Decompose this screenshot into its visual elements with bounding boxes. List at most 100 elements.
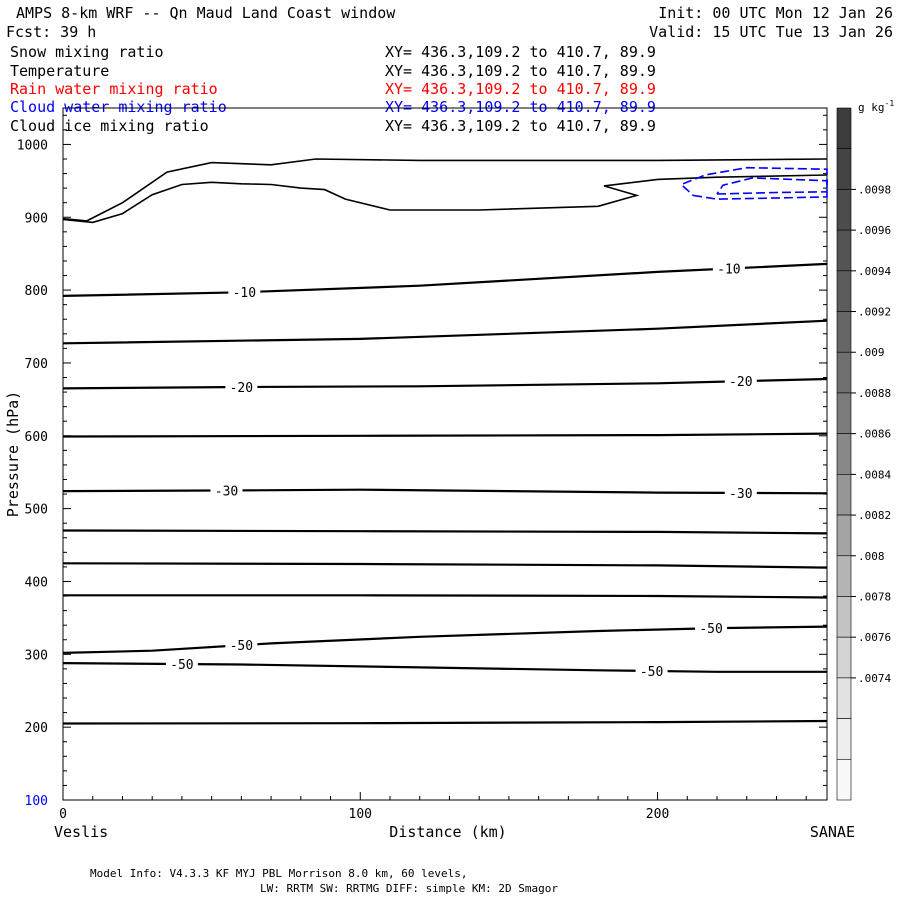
- temperature-contour-9: [62, 377, 828, 390]
- colorbar-swatch: [836, 351, 852, 394]
- x-axis-label: Distance (km): [389, 823, 506, 841]
- cloud-water-contour-1: [679, 166, 828, 200]
- contour-label-bg: [225, 637, 258, 653]
- colorbar-swatch: [836, 474, 852, 516]
- contour-label-bg: [165, 656, 198, 672]
- field-xy-5: XY= 436.3,109.2 to 410.7, 89.9: [385, 117, 656, 135]
- contour-label-bg: [724, 373, 757, 389]
- contour-label-bg: [225, 378, 258, 394]
- colorbar-label: .0084: [858, 468, 891, 481]
- colorbar-swatch: [836, 433, 852, 475]
- contour-label: -30: [215, 484, 238, 499]
- colorbar-swatch: [836, 555, 852, 597]
- snow-contour-1: [62, 174, 828, 224]
- field-name-4: Cloud water mixing ratio: [10, 98, 227, 116]
- colorbar-label: .0094: [858, 265, 891, 278]
- left-endpoint-label: Veslis: [54, 823, 108, 841]
- colorbar-label: .0078: [858, 590, 891, 603]
- header-init: Init: 00 UTC Mon 12 Jan 26: [658, 4, 893, 22]
- colorbar-swatch: [836, 189, 852, 231]
- contour-label: -50: [699, 622, 722, 637]
- field-name-5: Cloud ice mixing ratio: [10, 117, 209, 135]
- contour-label: -10: [233, 286, 256, 301]
- temperature-contour-4: [63, 594, 828, 599]
- colorbar-label: .0096: [858, 224, 891, 237]
- contour-label: -50: [170, 658, 193, 673]
- right-endpoint-label: SANAE: [810, 823, 855, 841]
- temperature-contour-11: [62, 262, 828, 297]
- snow-contour-2: [62, 158, 828, 222]
- contour-label: -10: [717, 263, 740, 278]
- field-xy-2: XY= 436.3,109.2 to 410.7, 89.9: [385, 62, 656, 80]
- contour-label-bg: [210, 482, 243, 498]
- colorbar-swatch: [836, 148, 852, 190]
- colorbar-swatch: [836, 514, 852, 557]
- cloud-water-contours: [679, 166, 828, 200]
- header-valid: Valid: 15 UTC Tue 13 Jan 26: [649, 23, 893, 41]
- contour-label-bg: [724, 484, 757, 500]
- temperature-contour-5: [62, 562, 828, 569]
- colorbar-label: .0082: [858, 509, 891, 522]
- y-tick-label: 500: [25, 503, 48, 518]
- contour-label: -50: [230, 639, 253, 654]
- temperature-contour-2: [62, 662, 827, 673]
- temperature-contour-1: [62, 719, 828, 725]
- x-tick-label: 0: [59, 807, 67, 822]
- colorbar-swatch: [836, 596, 852, 638]
- field-name-2: Temperature: [10, 62, 109, 80]
- colorbar-swatch: [836, 758, 852, 801]
- y-tick-label: 600: [25, 430, 48, 445]
- x-tick-label: 200: [646, 807, 669, 822]
- temperature-contour-8: [62, 432, 828, 438]
- colorbar-label: .0088: [858, 387, 891, 400]
- temperature-contour-7: [62, 488, 828, 495]
- footer-physics-info: LW: RRTM SW: RRTMG DIFF: simple KM: 2D S…: [260, 882, 558, 895]
- plot-area: [62, 107, 828, 801]
- colorbar: .0098 .0096 .0094 .0092 .009 .0088 .0086 .0084.…: [836, 107, 891, 801]
- header-fcst: Fcst: 39 h: [6, 23, 96, 41]
- colorbar-swatch: [836, 229, 852, 272]
- cloud-water-contour-2: [716, 177, 828, 195]
- contour-label: -20: [230, 381, 253, 396]
- colorbar-label: .0076: [858, 631, 891, 644]
- field-xy-3: XY= 436.3,109.2 to 410.7, 89.9: [385, 80, 656, 98]
- colorbar-label: .009: [858, 346, 885, 359]
- colorbar-unit-exponent: -1: [885, 99, 895, 108]
- contour-label-bg: [228, 284, 261, 300]
- colorbar-label: .0098: [858, 183, 891, 196]
- y-tick-label-top: 100: [25, 794, 48, 809]
- y-tick-label: 200: [25, 721, 48, 736]
- y-tick-label: 300: [25, 648, 48, 663]
- colorbar-label: .008: [858, 550, 885, 563]
- field-name-3: Rain water mixing ratio: [10, 80, 218, 98]
- colorbar-label: .0086: [858, 428, 891, 441]
- contour-label-bg: [695, 620, 728, 636]
- field-xy-4: XY= 436.3,109.2 to 410.7, 89.9: [385, 98, 656, 116]
- temperature-contours: -50 -50 -50 -50 -30 -30 -20 -20 -10 -10: [62, 260, 828, 725]
- colorbar-unit: g kg-1: [858, 99, 894, 114]
- y-tick-label: 700: [25, 357, 48, 372]
- y-tick-label: 1000: [17, 138, 48, 153]
- contour-label: -30: [729, 487, 752, 502]
- colorbar-swatch: [836, 718, 852, 760]
- snow-contours: [62, 158, 828, 224]
- footer-model-info: Model Info: V4.3.3 KF MYJ PBL Morrison 8…: [90, 867, 468, 880]
- colorbar-swatch: [836, 392, 852, 434]
- temperature-contour-6: [62, 529, 828, 535]
- y-tick-label: 400: [25, 575, 48, 590]
- temperature-contour-10: [62, 319, 828, 345]
- contour-label: -50: [640, 665, 663, 680]
- colorbar-swatch: [836, 270, 852, 312]
- contour-label-bg: [635, 662, 668, 678]
- header-title: AMPS 8-km WRF -- Qn Maud Land Coast wind…: [16, 4, 396, 22]
- y-tick-label: 900: [25, 211, 48, 226]
- colorbar-swatch: [836, 636, 852, 679]
- y-axis-label: Pressure (hPa): [4, 391, 22, 517]
- colorbar-label: .0092: [858, 306, 891, 319]
- colorbar-label: .0074: [858, 672, 891, 685]
- x-tick-label: 100: [349, 807, 372, 822]
- colorbar-swatch: [836, 107, 852, 150]
- fields-legend: Snow mixing ratio XY= 436.3,109.2 to 410…: [10, 43, 656, 135]
